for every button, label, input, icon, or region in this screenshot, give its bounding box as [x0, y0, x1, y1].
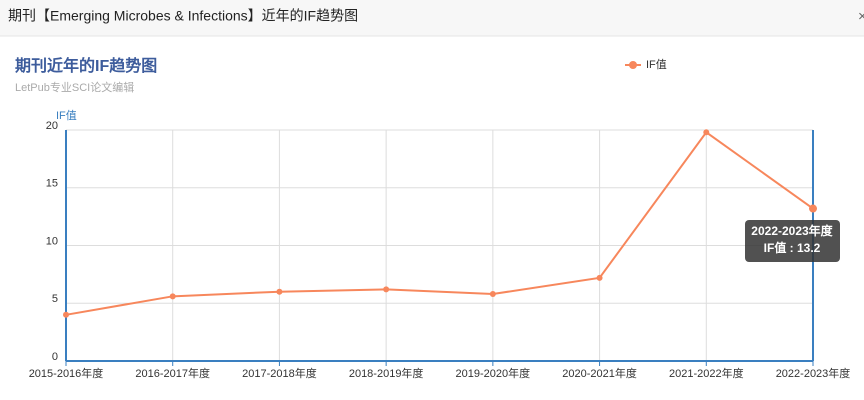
- x-tick-label: 2016-2017年度: [135, 366, 210, 380]
- data-point: [703, 129, 710, 136]
- series-line: [65, 130, 814, 316]
- x-tick-label: 2015-2016年度: [29, 366, 104, 380]
- x-tick-label: 2019-2020年度: [456, 366, 531, 380]
- legend-label: IF值: [646, 58, 667, 71]
- y-tick-label: 0: [52, 351, 58, 363]
- data-point: [276, 288, 283, 295]
- header-title: 期刊【Emerging Microbes & Infections】近年的IF趋…: [8, 8, 358, 24]
- x-tick-label: 2021-2022年度: [669, 366, 744, 380]
- tooltip-box: [745, 220, 840, 262]
- close-button[interactable]: ×: [858, 8, 864, 25]
- data-point: [809, 204, 817, 213]
- chart-subtitle: LetPub专业SCI论文编辑: [15, 80, 134, 94]
- x-tick-label: 2022-2023年度: [776, 366, 851, 380]
- legend-marker: [629, 61, 637, 69]
- data-point: [169, 293, 176, 300]
- tooltip-title: 2022-2023年度: [751, 223, 833, 238]
- y-axis-label: IF值: [56, 109, 77, 122]
- data-point: [489, 291, 496, 298]
- x-tick-label: 2017-2018年度: [242, 366, 317, 380]
- header-bar: [0, 0, 864, 36]
- tooltip-text: IF值 : 13.2: [764, 240, 821, 255]
- chart-title: 期刊近年的IF趋势图: [15, 56, 157, 75]
- y-tick-label: 20: [46, 120, 58, 132]
- x-tick-label: 2020-2021年度: [562, 366, 637, 380]
- data-point: [383, 286, 390, 293]
- data-point: [63, 311, 69, 318]
- y-tick-label: 5: [52, 293, 58, 305]
- data-point: [596, 274, 603, 281]
- y-tick-label: 10: [46, 235, 58, 247]
- x-tick-label: 2018-2019年度: [349, 366, 424, 380]
- y-tick-label: 15: [46, 178, 58, 190]
